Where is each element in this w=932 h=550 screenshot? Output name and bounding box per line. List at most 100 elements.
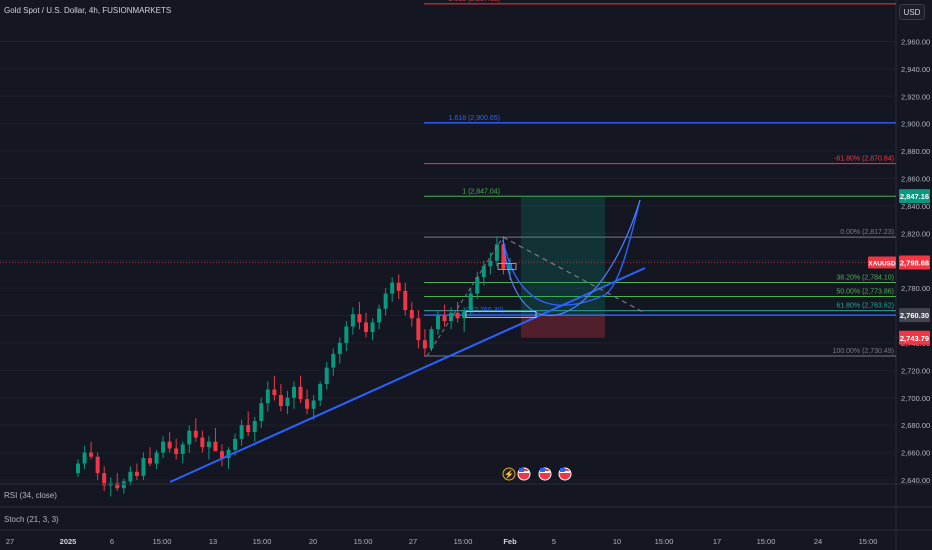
candle-body	[154, 452, 159, 464]
candle-body	[167, 441, 172, 449]
price-tick-label: 2,640.00	[901, 476, 930, 485]
candle-body	[494, 244, 499, 261]
candle-body	[390, 282, 395, 294]
candle-body	[357, 314, 362, 323]
time-tick-label: 15:00	[859, 537, 878, 546]
long-position-tool[interactable]	[521, 196, 605, 338]
fib-level-label: 1.618 (2,900.65)	[449, 115, 500, 122]
candle-body	[265, 389, 270, 404]
price-tick-label: 2,900.00	[901, 120, 930, 129]
candle-body	[200, 437, 205, 448]
chart-grid	[895, 0, 897, 550]
candle-body	[115, 482, 120, 489]
position-stop-zone	[521, 315, 605, 338]
time-tick-label: 17	[713, 537, 721, 546]
candle-body	[272, 389, 277, 396]
candle-body	[331, 353, 336, 368]
fib-level-label: 0 (2,760.30)	[466, 307, 504, 314]
time-tick-label: 5	[552, 537, 556, 546]
time-tick-label: 13	[209, 537, 217, 546]
indicator-panes	[0, 483, 932, 531]
price-tick-label: 2,700.00	[901, 394, 930, 403]
symbol-tag	[868, 256, 896, 269]
price-badge-label: 2,847.16	[900, 192, 929, 201]
candle-body	[468, 293, 473, 312]
price-tick-label: 2,780.00	[901, 284, 930, 293]
candle-body	[226, 449, 231, 459]
price-badge-label: 2,743.79	[900, 334, 929, 343]
time-tick-label: 10	[613, 537, 621, 546]
fib-anchor-line	[426, 236, 504, 357]
time-tick-label: 6	[110, 537, 114, 546]
time-tick-label: 15:00	[354, 537, 373, 546]
candle-body	[462, 311, 467, 319]
price-tick-label: 2,840.00	[901, 202, 930, 211]
fib-level-label: 0.00% (2,817.23)	[840, 229, 894, 236]
price-tick-label: 2,960.00	[901, 37, 930, 46]
us-flag-event-icon	[560, 468, 565, 472]
candle-body	[180, 444, 185, 454]
candle-body	[161, 441, 166, 453]
rsi-label[interactable]: RSI (34, close)	[4, 491, 57, 500]
stoch-label[interactable]: Stoch (21, 3, 3)	[4, 515, 59, 524]
price-badge	[899, 308, 930, 323]
fib-level-label: -61.80% (2,870.84)	[834, 156, 894, 163]
candle-body	[318, 384, 323, 401]
time-tick-label: 20	[309, 537, 317, 546]
lightning-event-icon: ⚡	[504, 469, 514, 479]
candle-body	[148, 458, 152, 464]
candle-body	[344, 326, 349, 343]
time-tick-label: 24	[814, 537, 822, 546]
time-tick-label: Feb	[503, 537, 517, 546]
fib-level-label: 38.20% (2,784.10)	[836, 275, 894, 282]
candle-body	[475, 277, 480, 294]
time-tick-label: 27	[6, 537, 14, 546]
candle-body	[350, 314, 355, 327]
price-tick-label: 2,860.00	[901, 174, 930, 183]
time-tick-label: 15:00	[454, 537, 473, 546]
time-tick-label: 27	[409, 537, 417, 546]
candle-body	[416, 318, 421, 341]
time-tick-label: 15:00	[757, 537, 776, 546]
candlestick-series	[76, 236, 512, 497]
candle-body	[285, 397, 290, 406]
candle-body	[121, 481, 126, 489]
candle-body	[278, 395, 283, 406]
candle-body	[508, 263, 512, 269]
price-badge	[899, 255, 930, 270]
currency-button[interactable]: USD	[899, 4, 925, 20]
candle-body	[370, 322, 375, 332]
candle-body	[187, 430, 192, 445]
candle-body	[449, 312, 454, 322]
price-axis[interactable]: 2,960.00 2,940.00 2,920.00 2,900.00 2,880.00…	[868, 37, 930, 485]
candle-body	[488, 260, 493, 267]
projection-curve	[502, 199, 641, 317]
candle-body	[422, 340, 427, 349]
candle-body	[481, 266, 486, 278]
candle-body	[292, 386, 296, 398]
lightning-event-icon	[502, 467, 516, 481]
fib-level-label: 100.00% (2,730.49)	[833, 348, 895, 355]
candle-body	[324, 367, 329, 385]
price-badge-label: 2,760.30	[900, 311, 929, 320]
price-tick-label: 2,940.00	[901, 65, 930, 74]
chart-drawings[interactable]	[169, 199, 646, 483]
marker-box	[497, 263, 517, 270]
projection-curve	[502, 199, 641, 306]
time-axis[interactable]: 27 2025 6 15:00 13 15:00 20 15:00 27 15:00 Feb 5 10 1…	[6, 537, 878, 546]
candle-body	[193, 430, 198, 438]
candle-body	[174, 448, 179, 454]
candle-body	[213, 441, 218, 452]
candle-body	[311, 400, 316, 409]
economic-events[interactable]: ⚡	[502, 467, 572, 481]
fib-level-label: 1 (2,847.04)	[462, 188, 500, 195]
trend-line	[169, 267, 646, 483]
candle-body	[134, 471, 139, 476]
fib-retracement-levels[interactable]: 2.618 (2,987.39) 1.618 (2,900.65) -61.80% …	[424, 0, 896, 357]
candle-body	[442, 315, 447, 322]
candle-body	[377, 308, 382, 323]
candle-body	[220, 451, 224, 459]
time-tick-label: 15:00	[655, 537, 674, 546]
candle-body	[409, 310, 414, 319]
